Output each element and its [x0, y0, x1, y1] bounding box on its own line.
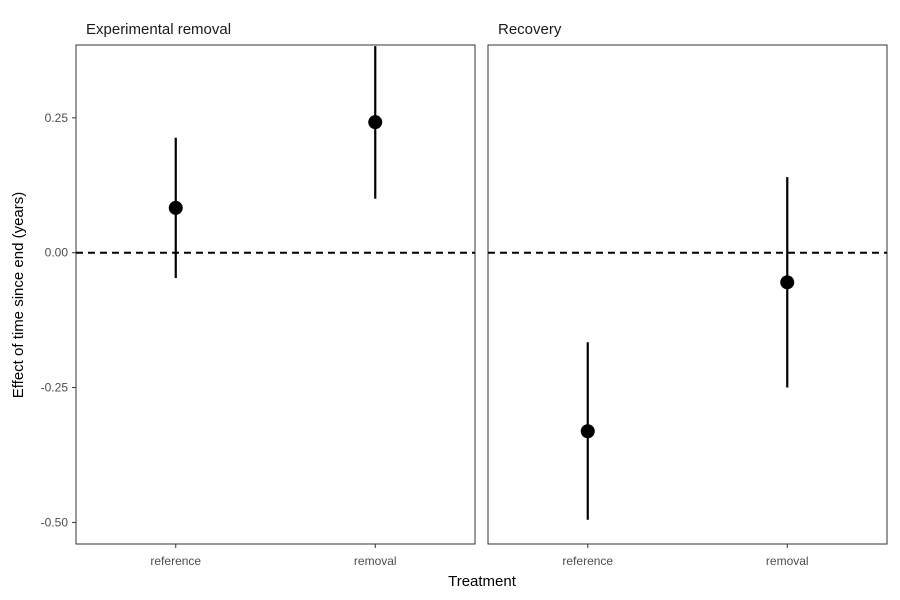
x-tick-label: removal: [766, 554, 809, 568]
x-axis-title: Treatment: [448, 573, 517, 590]
x-tick-label: reference: [562, 554, 613, 568]
y-axis: -0.50 -0.25 0.00 0.25: [41, 111, 76, 529]
data-point: [580, 424, 595, 439]
x-tick-label: reference: [150, 554, 201, 568]
panel: Recovery reference removal: [487, 21, 888, 568]
panel-border: [75, 44, 476, 545]
data-point: [368, 115, 383, 130]
y-tick-label: -0.25: [41, 381, 69, 395]
panel-border: [487, 44, 888, 545]
data-point: [780, 275, 795, 290]
data-point: [168, 200, 183, 215]
y-tick-label: -0.50: [41, 515, 69, 529]
x-tick-label: removal: [354, 554, 397, 568]
panel-title: Recovery: [498, 21, 562, 38]
panel-title: Experimental removal: [86, 21, 231, 38]
y-axis-title: Effect of time since end (years): [10, 192, 27, 398]
panel: Experimental removal reference removal: [75, 21, 476, 568]
y-tick-label: 0.00: [45, 246, 69, 260]
y-tick-label: 0.25: [45, 111, 69, 125]
